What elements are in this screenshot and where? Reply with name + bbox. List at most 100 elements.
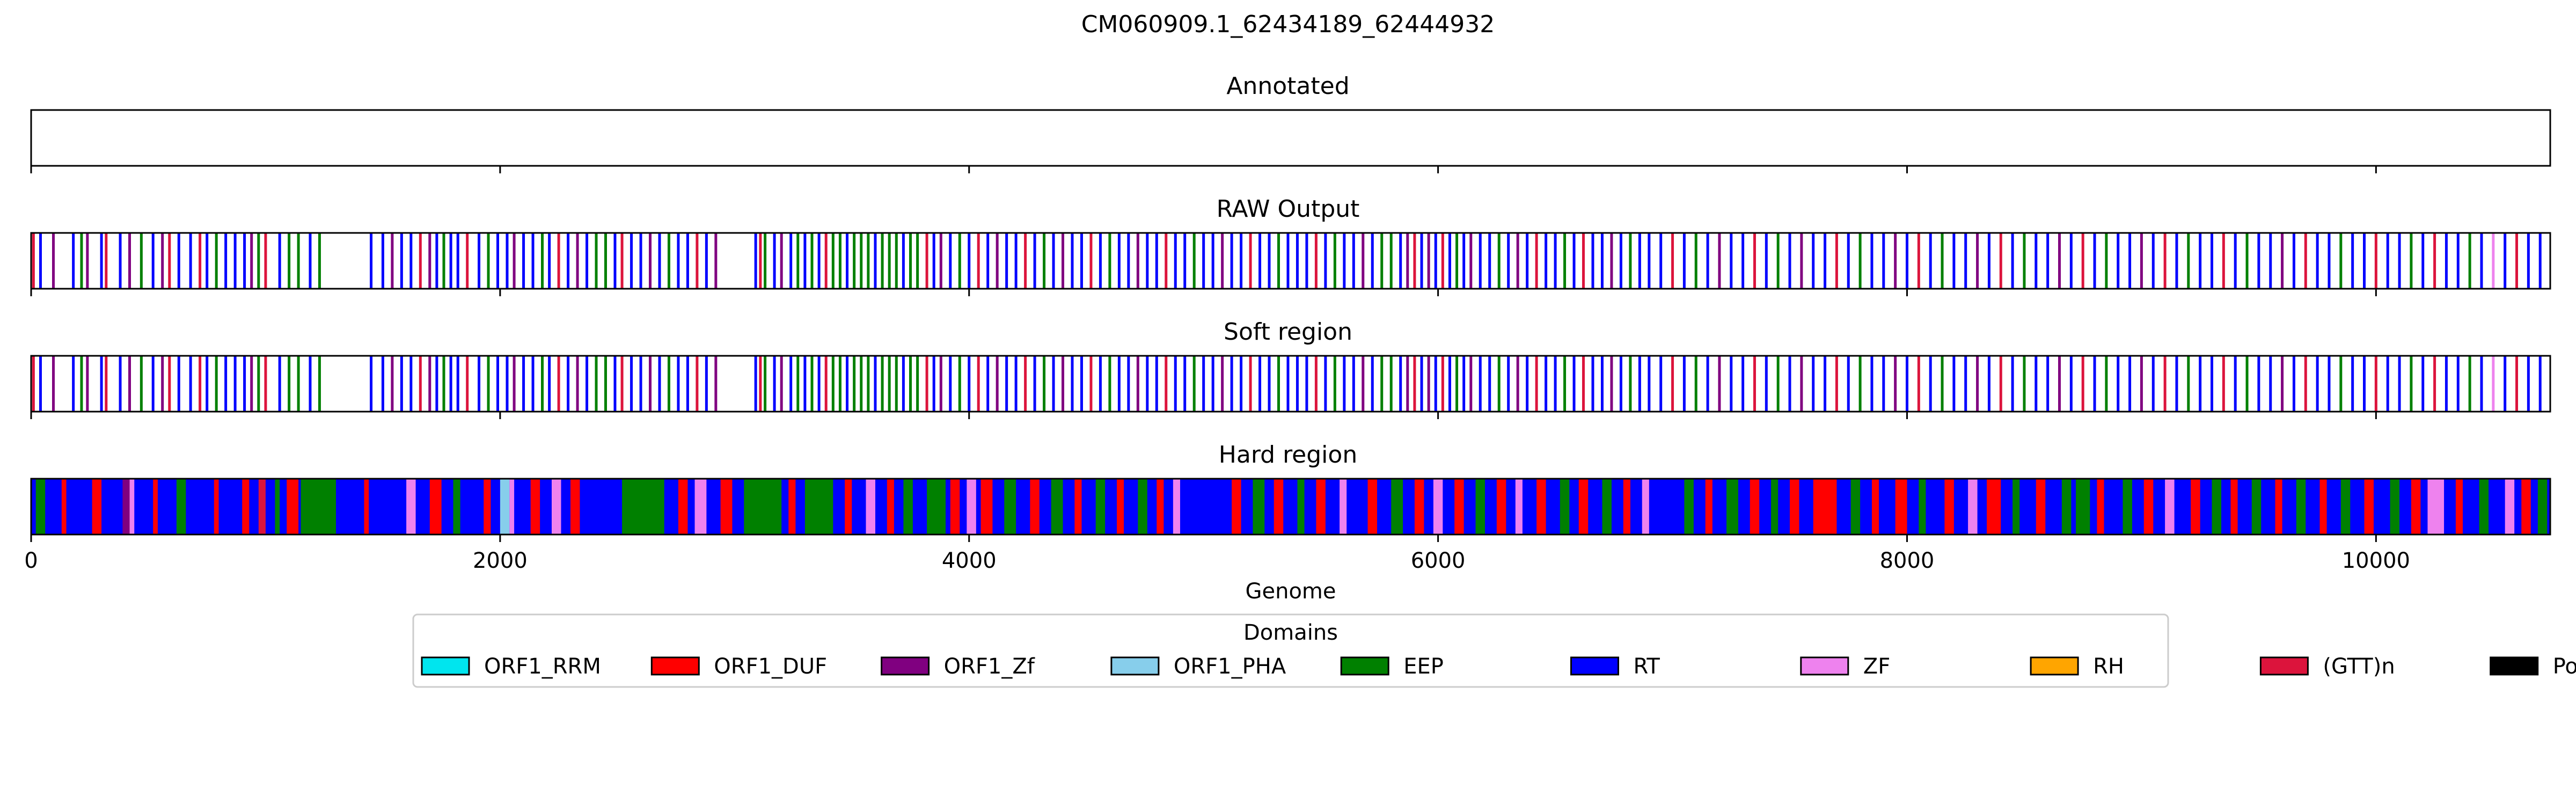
track-hard-region-domain-block [1074,479,1082,535]
track-hard-region-domain-block [2275,479,2282,535]
track-raw-output: RAW Output [30,195,2551,296]
track-hard-region-domain-block [1496,479,1506,535]
track-hard-region-domain-block [2537,479,2548,535]
track-hard-region-domain-block [509,479,515,535]
track-hard-region-domain-block [2364,479,2374,535]
legend-entries: ORF1_RRM ORF1_DUF ORF1_Zf ORF1_PHA EEP RT ZF RH… [421,654,2576,679]
track-hard-region-domain-block [694,479,707,535]
legend-swatch [1110,656,1160,676]
track-hard-region-domain-block [2521,479,2531,535]
legend-label: (GTT)n [2323,654,2395,679]
track-hard-region-domain-block [301,479,336,535]
track-hard-region-domain-block [1705,479,1713,535]
track-hard-region-domain-block [2411,479,2421,535]
legend-label: PoliA [2553,654,2576,679]
track-soft-region-ticks [30,412,2377,419]
track-hard-region-domain-block [1790,479,1799,535]
track-hard-region-domain-block [845,479,852,535]
track-hard-region-domain-block [2123,479,2132,535]
legend-label: ORF1_DUF [714,654,827,679]
x-tick-label: 2000 [473,548,528,573]
track-soft-region-marks [32,356,2542,412]
track-hard-region-domain-block [804,479,833,535]
track-hard-region-domain-block [1367,479,1378,535]
legend-frame [412,613,2169,688]
track-hard-region-domain-block [1919,479,1926,535]
track-hard-region-domain-block [1871,479,1879,535]
track-hard-region-domain-block [1968,479,1978,535]
track-hard-region-domain-block [1684,479,1694,535]
track-hard-region-domain-block [1316,479,1326,535]
track-hard-region-domain-block [744,479,782,535]
track-raw-output-marks [32,233,2542,289]
track-hard-region-domain-block [1578,479,1589,535]
track-hard-region-domain-block [1602,479,1612,535]
track-hard-region-domain-block [2076,479,2090,535]
track-hard-region-domain-block [429,479,442,535]
legend-label: RT [1634,654,1660,679]
track-hard-region-domain-block [1138,479,1147,535]
track-hard-region-domain-block [2212,479,2221,535]
track-hard-region-domain-block [927,479,946,535]
track-hard-region-domain-block [967,479,976,535]
track-hard-region-domain-block [35,479,46,535]
track-hard-region-domain-block [287,479,299,535]
track-hard-region-domain-block [406,479,416,535]
track-hard-region-domain-block [153,479,158,535]
legend-swatch [2259,656,2309,676]
track-hard-region-domain-block [1433,479,1443,535]
x-tick-label: 6000 [1411,548,1466,573]
track-hard-region-domain-block [1726,479,1738,535]
track-hard-region-domain-block [2097,479,2104,535]
x-tick-label: 10000 [2342,548,2410,573]
track-hard-region-domain-block [61,479,67,535]
track-hard-region-domain-block [258,479,266,535]
track-hard-region-domain-block [1391,479,1403,535]
track-annotated-frame [30,109,2551,167]
track-hard-region-domain-block [129,479,135,535]
track-hard-region-domain-block [2319,479,2327,535]
legend-swatch [1340,656,1389,676]
legend: Domains ORF1_RRM ORF1_DUF ORF1_Zf ORF1_PHA E… [412,613,2576,688]
track-hard-region-domain-block [1004,479,1016,535]
x-tick-label: 0 [24,548,38,573]
track-annotated: Annotated [30,72,2551,173]
track-hard-region-domain-block [2455,479,2463,535]
legend-label: EEP [1403,654,1444,679]
track-hard-region-domain-block [1515,479,1523,535]
track-hard-region-domain-block [1414,479,1424,535]
track-hard-region-domain-block [2296,479,2306,535]
track-hard-region-domain-block [1340,479,1347,535]
track-hard-region-domain-block [1253,479,1265,535]
track-hard-region-marks [31,479,2550,535]
x-axis-tick-labels: 0 2000 4000 6000 8000 10000 [24,548,2410,573]
track-hard-region-domain-block [903,479,913,535]
track-hard-region-domain-block [1850,479,1861,535]
legend-swatch [650,656,700,676]
legend-label: RH [2093,654,2124,679]
track-hard-region-domain-block [1623,479,1630,535]
legend-label: ORF1_RRM [484,654,601,679]
track-hard-region-domain-block [622,479,664,535]
track-hard-region-domain-block [2061,479,2072,535]
track-hard-region-domain-block [1173,479,1180,535]
track-hard-region-domain-block [2251,479,2262,535]
track-hard-region-domain-block [570,479,580,535]
legend-label: ZF [1863,654,1890,679]
track-hard-region-domain-block [453,479,460,535]
track-hard-region-domain-block [530,479,540,535]
track-hard-region-title: Hard region [1219,441,1357,469]
track-hard-region-domain-block [1987,479,2001,535]
track-hard-region-domain-block [866,479,875,535]
track-hard-region-domain-block [1813,479,1837,535]
track-hard-region-domain-block [1642,479,1649,535]
legend-swatch [421,656,470,676]
track-hard-region-domain-block [500,479,510,535]
track-hard-region-domain-block [887,479,894,535]
track-hard-region-domain-block [1895,479,1907,535]
track-hard-region-domain-block [484,479,491,535]
track-annotated-title: Annotated [1226,72,1349,100]
legend-label: ORF1_PHA [1174,654,1286,679]
track-raw-output-title: RAW Output [1217,195,1360,223]
